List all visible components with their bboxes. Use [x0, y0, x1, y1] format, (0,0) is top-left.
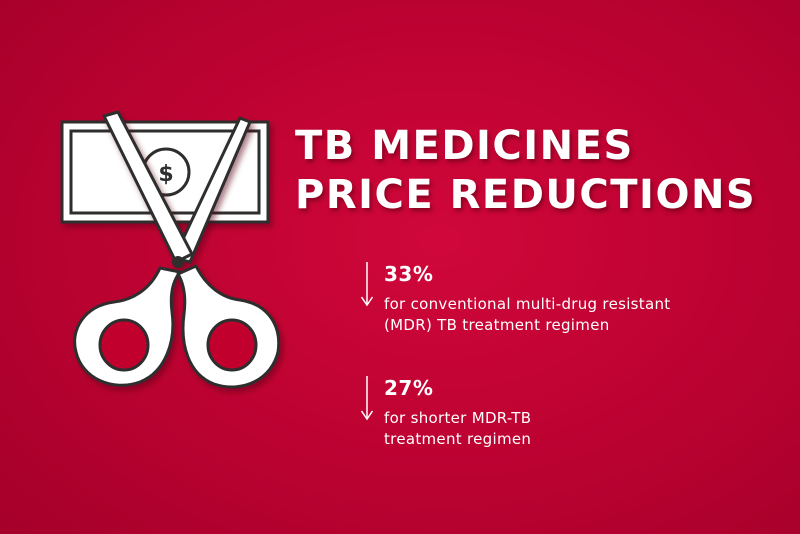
- stat-description: for shorter MDR-TB treatment regimen: [384, 408, 784, 450]
- dollar-sign-icon: $: [158, 162, 173, 187]
- stat-description-line: for shorter MDR-TB: [384, 409, 532, 427]
- down-arrow-icon: [360, 262, 374, 307]
- scissors-icon: [73, 110, 281, 389]
- stat-percent: 33%: [384, 262, 434, 286]
- stat-description-line: for conventional multi-drug resistant: [384, 295, 671, 313]
- title-line-2: PRICE REDUCTIONS: [295, 172, 757, 218]
- title-line-1: TB MEDICINES: [295, 123, 634, 169]
- down-arrow-icon: [360, 376, 374, 421]
- stat-description-line: (MDR) TB treatment regimen: [384, 316, 610, 334]
- stat-percent: 27%: [384, 376, 434, 400]
- page-title: TB MEDICINES PRICE REDUCTIONS: [295, 122, 795, 220]
- stat-description: for conventional multi-drug resistant (M…: [384, 294, 784, 336]
- stat-description-line: treatment regimen: [384, 430, 532, 448]
